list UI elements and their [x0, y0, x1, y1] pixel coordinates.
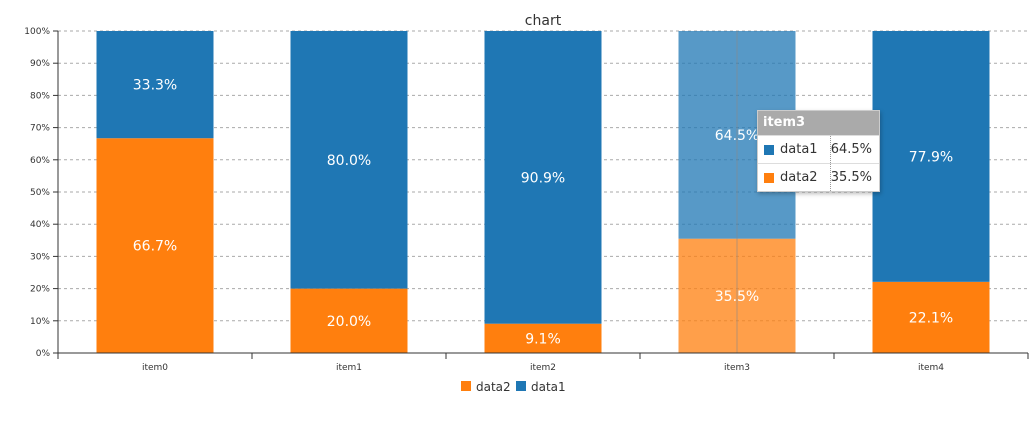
bar-data2-item1: [290, 288, 408, 353]
y-tick-label: 30%: [30, 252, 50, 262]
legend-swatch-icon: [461, 381, 471, 391]
tooltip-series-label: data2: [780, 170, 818, 185]
y-tick-label: 80%: [30, 91, 50, 101]
data-label: 80.0%: [327, 153, 371, 169]
tooltip: item3 data1 64.5% data2 35.5%: [757, 110, 880, 192]
bar-data1-item4: [872, 31, 990, 282]
data-label: 33.3%: [133, 78, 177, 94]
y-tick-label: 40%: [30, 220, 50, 230]
x-tick-label: item1: [336, 363, 362, 373]
legend-label: data2: [476, 380, 511, 394]
legend-swatch-icon: [516, 381, 526, 391]
tooltip-value: 64.5%: [830, 142, 872, 157]
bar-data2-item4: [872, 281, 990, 353]
chart-title: chart: [525, 13, 562, 29]
y-tick-label: 90%: [30, 59, 50, 69]
bar-data1-item2: [484, 31, 602, 324]
tooltip-row-data1: data1 64.5%: [758, 135, 879, 163]
data-label: 20.0%: [327, 314, 371, 330]
x-tick-label: item2: [530, 363, 556, 373]
tooltip-title: item3: [758, 111, 879, 135]
series-swatch-icon: [764, 144, 774, 155]
y-tick-label: 0%: [36, 349, 51, 359]
legend-label: data1: [531, 380, 566, 394]
tooltip-series-name: data1: [758, 136, 831, 163]
tooltip-series-name: data2: [758, 164, 831, 191]
x-tick-label: item3: [724, 363, 750, 373]
tooltip-row-data2: data2 35.5%: [758, 163, 879, 191]
data-label: 77.9%: [909, 149, 953, 165]
series-swatch-icon: [764, 172, 774, 183]
x-tick-label: item0: [142, 363, 168, 373]
data-label: 9.1%: [525, 331, 561, 347]
bar-data1-item0: [96, 31, 214, 139]
data-label: 66.7%: [133, 239, 177, 255]
y-tick-label: 20%: [30, 285, 50, 295]
y-tick-label: 60%: [30, 156, 50, 166]
tooltip-series-label: data1: [780, 142, 818, 157]
x-tick-label: item4: [918, 363, 944, 373]
y-tick-label: 50%: [30, 188, 50, 198]
y-tick-label: 100%: [24, 27, 50, 37]
bar-data2-item2: [484, 323, 602, 353]
data-label: 22.1%: [909, 310, 953, 326]
tooltip-value: 35.5%: [830, 170, 872, 185]
y-tick-label: 70%: [30, 124, 50, 134]
bar-data1-item1: [290, 31, 408, 289]
data-label: 90.9%: [521, 170, 565, 186]
bar-data2-item0: [96, 138, 214, 353]
y-tick-label: 10%: [30, 317, 50, 327]
